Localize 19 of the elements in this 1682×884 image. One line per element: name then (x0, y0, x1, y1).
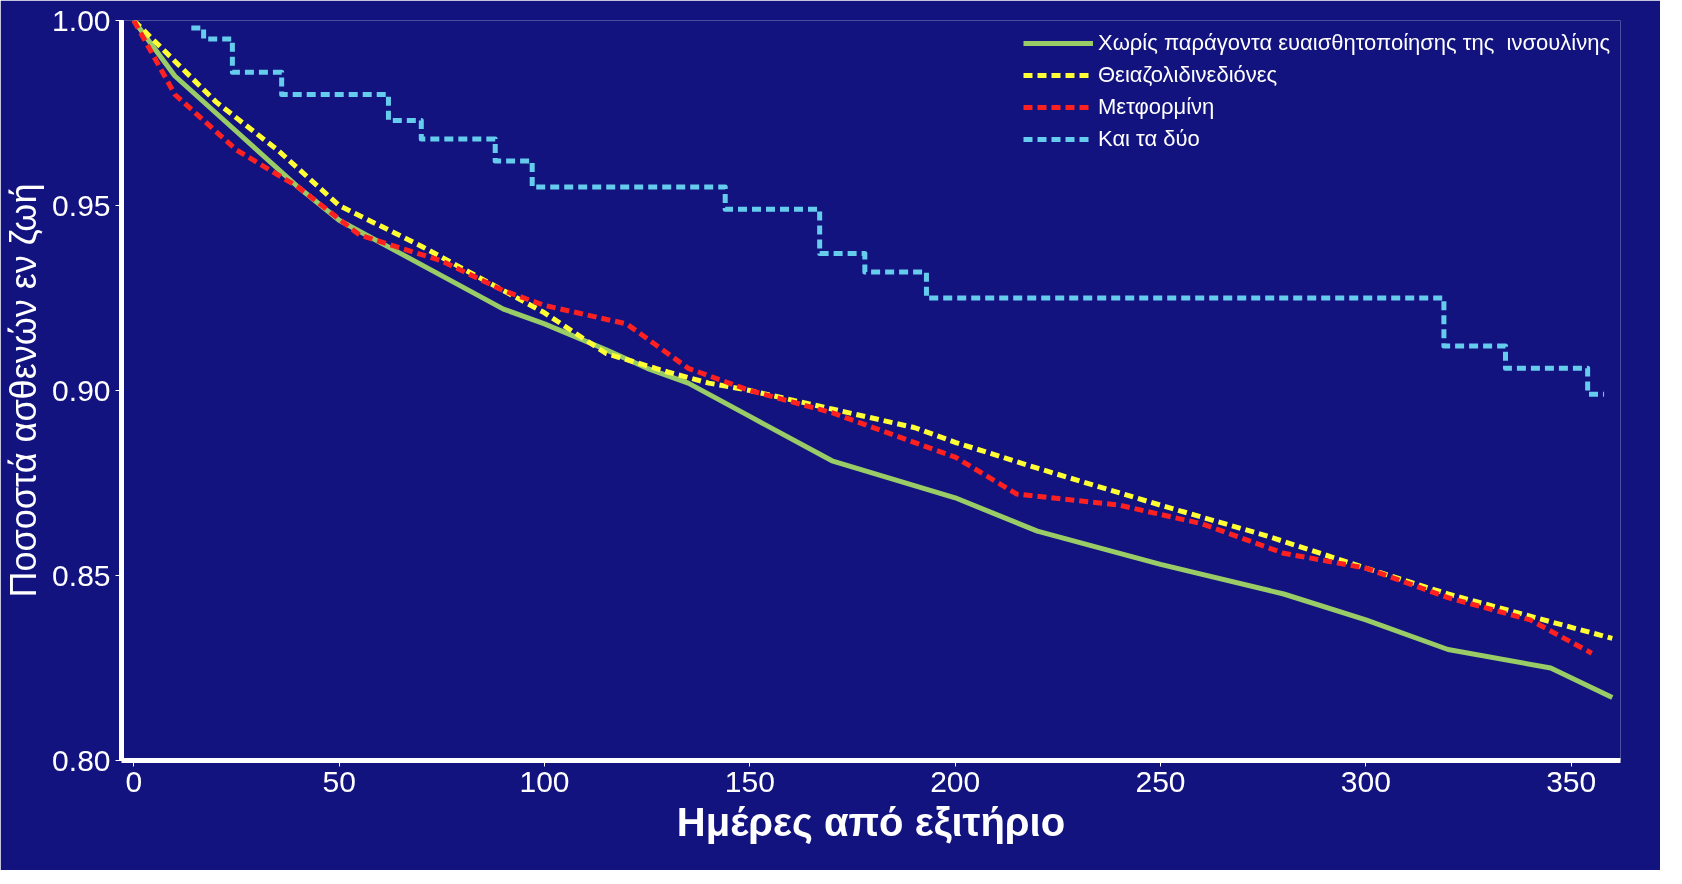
x-tick-label: 50 (322, 764, 356, 798)
x-tick-label: 300 (1340, 764, 1391, 798)
legend-label: Μετφορμίνη (1098, 94, 1215, 120)
y-tick-label: 0.90 (52, 373, 111, 407)
legend-label: Χωρίς παράγοντα ευαισθητοποίησης της ινσουλίνης (1098, 30, 1610, 56)
x-tick-label: 250 (1135, 764, 1186, 798)
legend-label: Και τα δύο (1098, 126, 1200, 152)
x-tick-label: 0 (125, 764, 143, 798)
x-tick-label: 150 (724, 764, 775, 798)
y-tick-label: 0.95 (52, 188, 111, 222)
x-tick-label: 350 (1546, 764, 1597, 798)
y-axis-title: Ποσοστά ασθενών εν ζωή (3, 183, 45, 598)
legend-label: Θειαζολιδινεδιόνες (1098, 62, 1278, 88)
y-tick-label: 0.85 (52, 558, 111, 592)
x-tick-label: 100 (519, 764, 570, 798)
x-tick-label: 200 (930, 764, 981, 798)
y-tick-label: 1.00 (52, 3, 111, 37)
x-axis-title: Ημέρες από εξιτήριο (676, 799, 1066, 845)
y-tick-label: 0.80 (52, 743, 111, 777)
